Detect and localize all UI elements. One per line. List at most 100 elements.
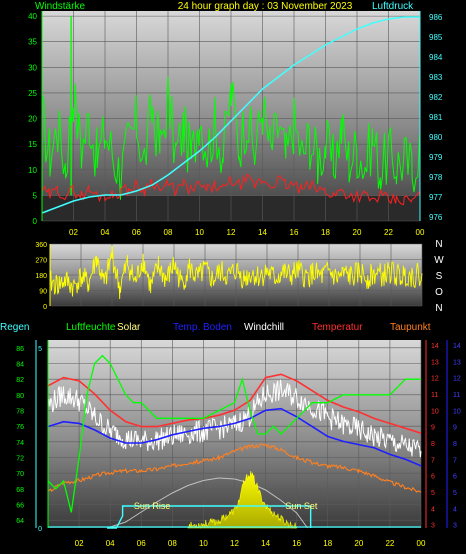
chart-title: 24 hour graph day : 03 November 2023 [178, 1, 353, 12]
legend-item: Solar [117, 322, 141, 333]
time-tick-label: 10 [195, 228, 204, 237]
temperature-tick-label: 8 [431, 441, 435, 448]
time-tick-label: 06 [137, 539, 146, 548]
wind-axis-label: Windstärke [35, 1, 85, 12]
pressure-tick-label: 978 [429, 173, 443, 182]
soil-temp-tick-label: 11 [453, 392, 460, 399]
wind-tick-label: 30 [28, 63, 37, 72]
humidity-tick-label: 72 [16, 456, 24, 463]
sunset-annotation: Sun Set [285, 501, 318, 511]
legend-item: Temperatur [312, 322, 363, 333]
direction-tick-label: 0 [43, 304, 47, 311]
time-tick-label: 04 [101, 228, 110, 237]
humidity-tick-label: 76 [16, 424, 24, 431]
pressure-axis-label: Luftdruck [372, 1, 414, 12]
wind-tick-label: 35 [28, 38, 37, 47]
wind-tick-label: 5 [33, 191, 38, 200]
legend-item: Luftfeuchte [66, 322, 116, 333]
time-tick-label: 16 [290, 228, 299, 237]
humidity-tick-label: 68 [16, 487, 24, 494]
compass-label: N [435, 303, 442, 314]
temp-humidity-panel: Regen Luftfeuchte Solar Temp. Boden Windchil… [0, 322, 461, 548]
time-tick-label: 18 [323, 539, 332, 548]
pressure-tick-label: 985 [429, 33, 443, 42]
time-tick-label: 14 [261, 539, 270, 548]
temperature-tick-label: 12 [431, 376, 439, 383]
sunrise-annotation: Sun Rise [134, 501, 171, 511]
legend-item: Regen [0, 322, 29, 333]
soil-temp-tick-label: 10 [453, 408, 461, 415]
sun-up-series [107, 505, 312, 529]
temperature-tick-label: 7 [431, 457, 435, 464]
compass-label: S [436, 271, 443, 282]
pressure-tick-label: 979 [429, 153, 443, 162]
time-tick-label: 12 [230, 539, 239, 548]
time-tick-label: 10 [199, 539, 208, 548]
temperature-tick-label: 4 [431, 506, 435, 513]
time-tick-label: 02 [75, 539, 84, 548]
time-tick-label: 04 [106, 539, 115, 548]
wind-pressure-axes: 0 5 10 15 20 25 30 35 40 02 04 06 08 10 12 14 16 18 20 22 00… [28, 11, 443, 237]
solar-series [187, 471, 297, 530]
time-tick-label: 22 [384, 228, 393, 237]
compass-label: O [435, 287, 443, 298]
soil-temp-tick-label: 12 [453, 376, 461, 383]
pressure-tick-label: 976 [429, 213, 443, 222]
soil-temp-tick-label: 4 [453, 506, 457, 513]
windchill-series [47, 379, 422, 458]
soil-temp-tick-label: 8 [453, 441, 457, 448]
temperature-tick-label: 11 [431, 392, 438, 399]
soil-temp-tick-label: 9 [453, 425, 457, 432]
wind-direction-series [49, 245, 423, 300]
soil-temp-tick-label: 3 [453, 523, 457, 530]
time-tick-label: 08 [168, 539, 177, 548]
dewpoint-series [47, 443, 421, 493]
time-tick-label: 00 [417, 539, 426, 548]
time-tick-label: 22 [385, 539, 394, 548]
solar-theoretical-series [106, 477, 308, 529]
legend-item: Taupunkt [390, 322, 431, 333]
pressure-series [41, 16, 420, 214]
humidity-tick-label: 80 [16, 393, 24, 400]
temperature-tick-label: 10 [431, 408, 439, 415]
wind-avg-series [41, 173, 421, 206]
pressure-tick-label: 980 [429, 133, 443, 142]
humidity-tick-label: 84 [16, 362, 24, 369]
time-tick-label: 02 [69, 228, 78, 237]
wind-tick-label: 15 [28, 140, 37, 149]
temperature-tick-label: 13 [431, 359, 439, 366]
time-tick-label: 18 [321, 228, 330, 237]
legend-item: Windchill [244, 322, 284, 333]
compass-label: N [435, 239, 442, 250]
time-tick-label: 00 [416, 228, 425, 237]
wind-gust-series [41, 76, 421, 200]
time-tick-label: 06 [132, 228, 141, 237]
soil-temp-tick-label: 13 [453, 359, 461, 366]
humidity-tick-label: 66 [16, 503, 24, 510]
humidity-tick-label: 78 [16, 409, 24, 416]
humidity-series [47, 354, 421, 513]
compass-label: W [434, 255, 444, 266]
time-tick-label: 16 [292, 539, 301, 548]
pressure-tick-label: 977 [429, 193, 443, 202]
temp-humidity-series [47, 354, 422, 530]
time-tick-label: 20 [353, 228, 362, 237]
humidity-tick-label: 64 [16, 518, 24, 525]
pressure-tick-label: 981 [429, 113, 443, 122]
soil-temp-tick-label: 7 [453, 457, 457, 464]
wind-tick-label: 20 [28, 115, 37, 124]
time-tick-label: 20 [354, 539, 363, 548]
rain-tick-label: 5 [38, 346, 42, 353]
direction-tick-label: 90 [39, 289, 47, 296]
pressure-tick-label: 982 [429, 93, 443, 102]
rain-tick-label: 0 [38, 526, 42, 533]
direction-tick-label: 180 [35, 273, 47, 280]
time-tick-label: 12 [227, 228, 236, 237]
legend: Regen Luftfeuchte Solar Temp. Boden Windchil… [0, 322, 431, 333]
temperature-tick-label: 6 [431, 474, 435, 481]
humidity-tick-label: 74 [16, 440, 24, 447]
wind-pressure-panel: 0 5 10 15 20 25 30 35 40 02 04 06 08 10 12 14 16 18 20 22 00… [28, 1, 443, 237]
